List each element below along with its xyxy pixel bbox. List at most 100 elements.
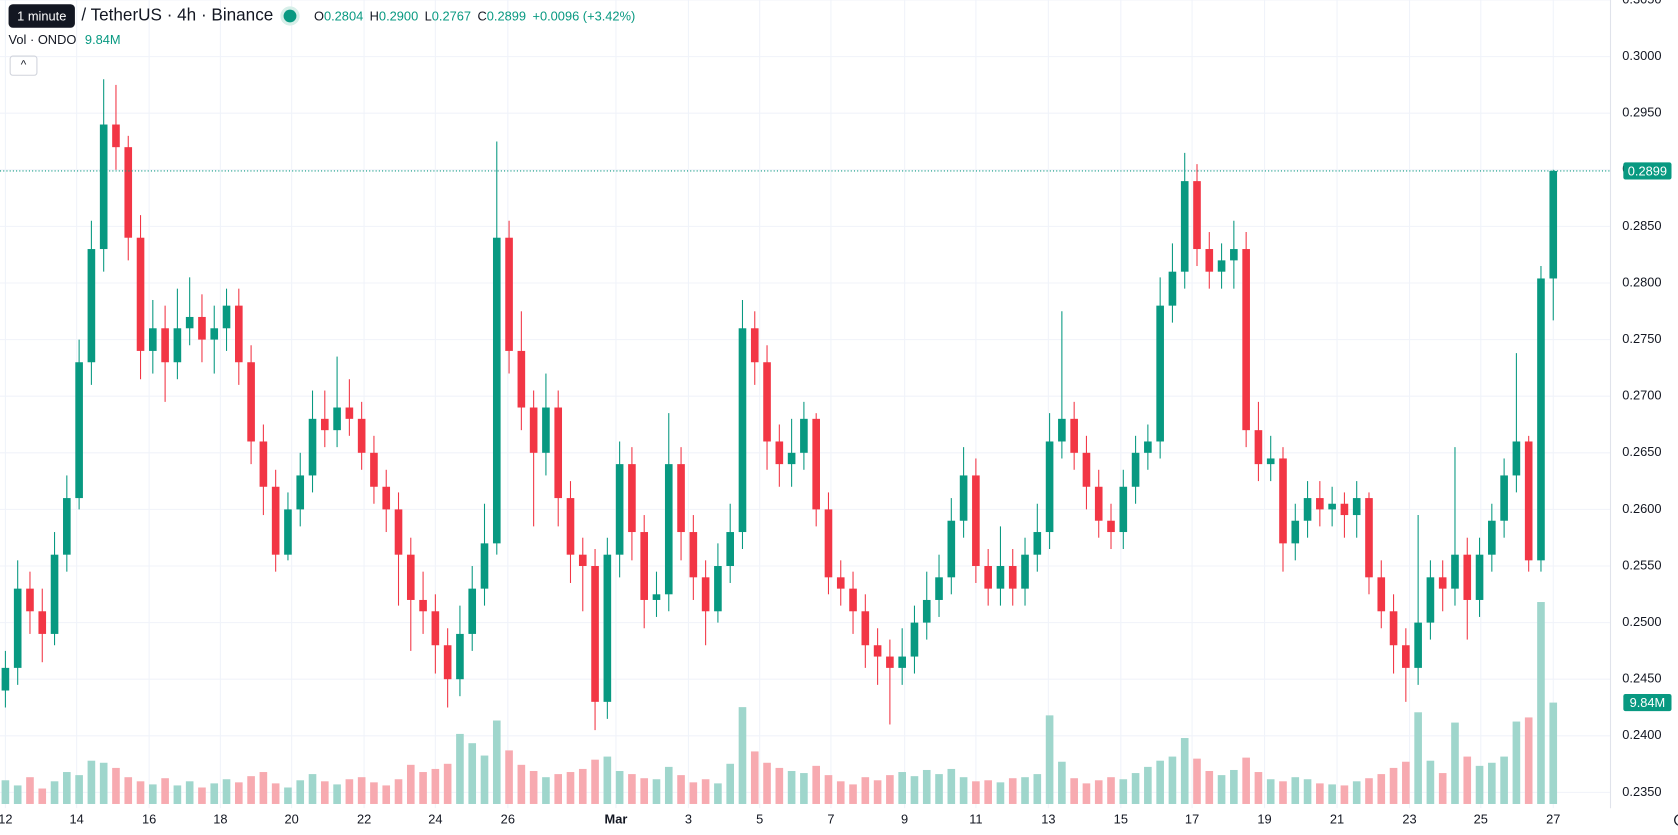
candle-body	[861, 611, 870, 646]
volume-bar	[910, 776, 919, 804]
volume-bar	[259, 772, 268, 804]
candle-body	[99, 124, 108, 250]
collapse-button[interactable]: ^	[9, 55, 38, 76]
volume-bar	[419, 772, 427, 804]
candle-body	[1426, 577, 1435, 623]
volume-bar	[750, 751, 759, 804]
volume-bar	[714, 783, 722, 804]
volume-bar	[382, 785, 391, 804]
candle-body	[615, 464, 624, 555]
candle-body	[38, 611, 47, 634]
candle-body	[1463, 554, 1472, 600]
settings-icon[interactable]	[1674, 814, 1678, 826]
candle-body	[394, 509, 403, 555]
candle-body	[578, 554, 587, 567]
candle-body	[1328, 503, 1336, 510]
volume-bar	[1328, 784, 1336, 804]
candle-body	[701, 577, 710, 612]
candle-body	[431, 611, 440, 646]
candle-body	[603, 554, 612, 702]
candle-body	[763, 362, 771, 442]
candle-body	[210, 328, 219, 340]
volume-bar	[836, 781, 845, 804]
candle-body	[873, 645, 882, 657]
volume-bar	[886, 775, 894, 804]
volume-bar	[1340, 785, 1349, 804]
tooltip: 1 minute	[8, 4, 75, 28]
candle-body	[1217, 260, 1226, 272]
volume-bar	[1475, 765, 1484, 804]
volume-bar	[603, 756, 612, 804]
volume-bar	[1168, 756, 1177, 804]
volume-bar	[50, 781, 59, 804]
candle-body	[345, 407, 354, 419]
candle-body	[1352, 498, 1361, 516]
candle-body	[1119, 486, 1128, 533]
volume-bar	[726, 763, 734, 804]
y-tick-label: 0.2750	[1622, 331, 1661, 346]
volume-bar	[1021, 777, 1029, 804]
candle-body	[542, 407, 550, 453]
candle-body	[640, 532, 649, 600]
candle-body	[652, 594, 661, 600]
candle-body	[1008, 566, 1017, 589]
y-tick-label: 0.2650	[1622, 444, 1661, 459]
volume-bar	[468, 743, 477, 804]
candle-body	[677, 464, 685, 533]
volume-bar	[492, 720, 501, 804]
symbol-title: / TetherUS · 4h · Binance	[81, 6, 274, 25]
volume-bar	[1217, 775, 1226, 804]
volume-bar	[578, 768, 587, 804]
candle-body	[898, 656, 906, 668]
candle-body	[296, 475, 305, 510]
candle-body	[468, 588, 477, 634]
candle-body	[750, 328, 759, 363]
volume-bar	[1279, 781, 1287, 804]
candle-body	[1266, 458, 1275, 465]
candle-body	[517, 350, 526, 408]
x-tick-label: 20	[284, 811, 298, 826]
volume-bar	[456, 733, 464, 804]
volume-bar	[1266, 779, 1275, 804]
volume-bar	[431, 768, 440, 804]
candle-body	[1070, 418, 1078, 453]
volume-bar	[947, 768, 956, 804]
volume-bar	[935, 774, 943, 804]
legend-value: 0.2767	[431, 8, 472, 24]
volume-bar	[370, 782, 378, 804]
candle-body	[1451, 554, 1459, 589]
last-price-label: 0.2899	[1628, 163, 1667, 178]
volume-bar	[185, 781, 194, 804]
legend-value: 0.2804	[323, 8, 364, 24]
candle-body	[1537, 278, 1545, 561]
volume-bar	[1352, 781, 1361, 804]
volume-bar	[284, 787, 292, 804]
candle-body	[1021, 554, 1029, 589]
candle-body	[812, 418, 820, 510]
candle-body	[443, 645, 452, 680]
y-tick-label: 0.2350	[1622, 784, 1661, 799]
volume-bar	[566, 772, 575, 804]
volume-bar	[320, 781, 329, 804]
volume-bar	[628, 774, 636, 804]
candle-body	[1291, 520, 1300, 544]
candle-body	[357, 418, 366, 453]
last-price-badge	[1623, 162, 1672, 180]
volume-bar	[873, 780, 882, 804]
legend-key: L	[424, 8, 432, 24]
volume-bar	[1193, 758, 1201, 804]
candle-body	[505, 237, 513, 351]
volume-bar	[235, 782, 243, 804]
candle-body	[185, 316, 194, 329]
volume-bar	[271, 783, 280, 804]
y-tick-label: 0.2550	[1622, 557, 1661, 572]
volume-bar	[149, 784, 157, 804]
candle-body	[75, 362, 83, 499]
candle-body	[664, 464, 673, 595]
volume-bar	[124, 777, 133, 804]
candle-body	[787, 452, 796, 465]
volume-bar	[517, 764, 526, 804]
candle-body	[419, 599, 427, 612]
